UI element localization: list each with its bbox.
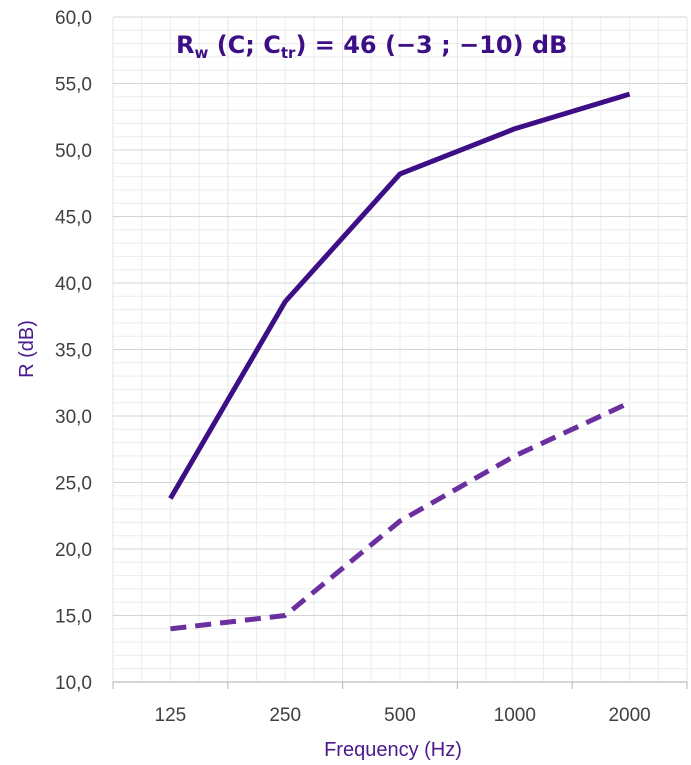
title-r: R	[176, 31, 194, 59]
title-subscript-w: w	[194, 44, 208, 62]
x-tick-label: 250	[269, 705, 301, 726]
title-subscript-tr: tr	[281, 44, 296, 62]
y-tick-label: 35,0	[55, 341, 92, 362]
y-tick-label: 10,0	[55, 673, 92, 694]
y-tick-label: 20,0	[55, 540, 92, 561]
y-tick-label: 40,0	[55, 274, 92, 295]
chart-title: Rw (C; Ctr) = 46 (−3 ; −10) dB	[176, 31, 567, 62]
x-axis	[112, 681, 688, 689]
x-tick-label: 125	[155, 705, 187, 726]
x-tick-labels: 125 250 500 1000 2000	[155, 705, 651, 726]
y-tick-label: 45,0	[55, 208, 92, 229]
y-tick-label: 15,0	[55, 607, 92, 628]
title-close: ) = 46 (−3 ; −10) dB	[295, 31, 567, 59]
series-layer	[168, 91, 631, 632]
y-axis-title: R (dB)	[16, 320, 38, 378]
x-axis-title: Frequency (Hz)	[324, 739, 462, 761]
minor-gridlines	[112, 17, 688, 682]
x-tick-label: 1000	[494, 705, 536, 726]
x-tick-label: 2000	[608, 705, 650, 726]
y-tick-label: 60,0	[55, 8, 92, 29]
y-tick-label: 25,0	[55, 474, 92, 495]
y-tick-labels: 10,0 15,0 20,0 25,0 30,0 35,0 40,0 45,0 50,0 55,0…	[55, 8, 92, 694]
y-tick-label: 55,0	[55, 75, 92, 96]
y-tick-label: 50,0	[55, 141, 92, 162]
y-tick-label: 30,0	[55, 407, 92, 428]
title-open: (C; C	[208, 31, 281, 59]
x-tick-label: 500	[384, 705, 416, 726]
